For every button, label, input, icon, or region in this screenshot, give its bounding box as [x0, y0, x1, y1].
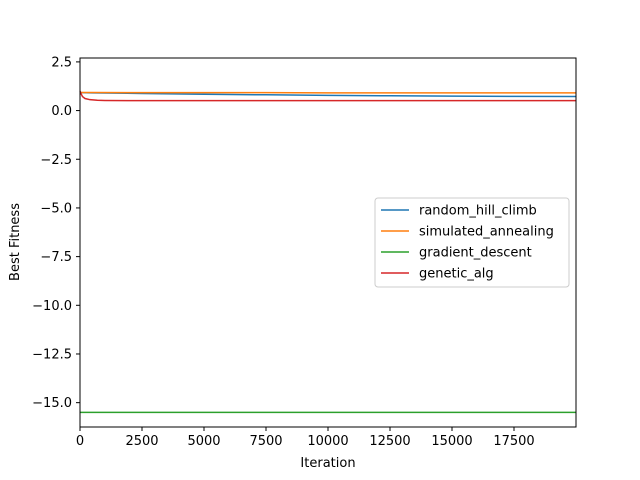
y-tick-label: −10.0	[32, 299, 72, 314]
y-axis-label: Best Fitness	[8, 203, 23, 281]
legend-label-random-hill-climb: random_hill_climb	[419, 204, 537, 219]
legend: random_hill_climb simulated_annealinggrad…	[374, 197, 570, 288]
y-tick-label: −5.0	[40, 201, 72, 216]
x-tick-label: 10000	[307, 434, 348, 449]
x-tick-label: 2500	[125, 434, 158, 449]
x-axis-ticks: 0 2500 5000 7500 10000 12500 15000 17500	[76, 427, 535, 449]
series-layer	[79, 90, 577, 414]
x-tick-label: 5000	[187, 434, 220, 449]
y-tick-label: −7.5	[40, 250, 72, 265]
series-line-genetic-alg	[79, 90, 576, 102]
y-tick-label: −2.5	[40, 153, 72, 168]
x-tick-label: 0	[76, 434, 84, 449]
legend-box	[374, 197, 570, 288]
y-tick-label: −15.0	[32, 396, 72, 411]
legend-label-simulated-annealing: simulated_annealing	[419, 225, 554, 240]
x-axis-label: Iteration	[300, 456, 355, 471]
x-tick-label: 15000	[431, 434, 472, 449]
y-tick-label: −12.5	[32, 347, 72, 362]
x-tick-label: 7500	[249, 434, 282, 449]
y-axis-ticks: 2.5 0.0 −2.5 −5.0 −7.5 −10.0 −12.5 −15.0	[32, 55, 80, 411]
x-tick-label: 17500	[493, 434, 534, 449]
x-tick-label: 12500	[369, 434, 410, 449]
y-tick-label: 2.5	[51, 55, 72, 70]
y-tick-label: 0.0	[51, 104, 72, 119]
legend-label-gradient-descent: gradient_descent	[419, 246, 532, 261]
legend-label-genetic-alg: genetic_alg	[419, 267, 494, 282]
